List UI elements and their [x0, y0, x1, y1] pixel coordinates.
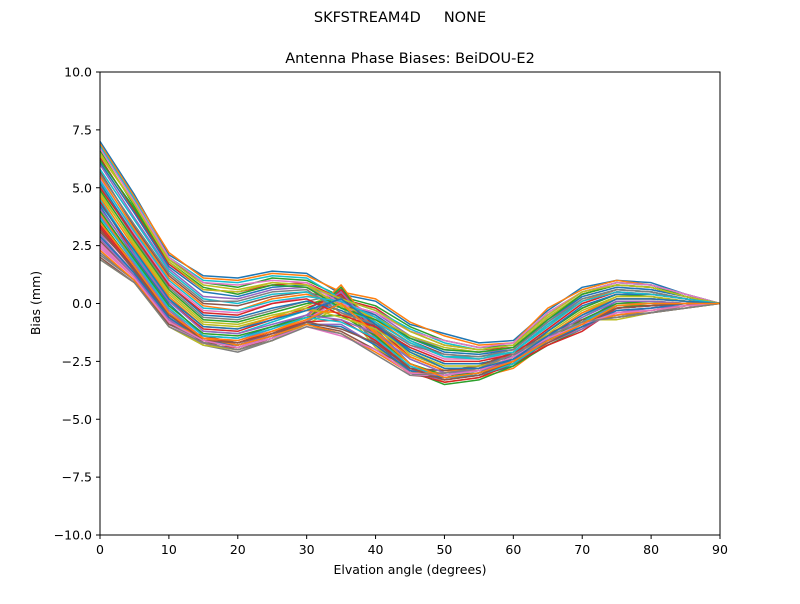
y-tick-label: 10.0 — [64, 65, 92, 80]
series-line-45 — [99, 208, 720, 374]
series-line-49 — [99, 152, 721, 351]
series-line-52 — [99, 222, 720, 379]
series-line-38 — [99, 173, 721, 358]
series-line-47 — [99, 245, 721, 377]
x-tick-label: 70 — [574, 542, 590, 557]
x-tick-label: 20 — [230, 542, 246, 557]
series-line-50 — [99, 180, 721, 360]
series-line-51 — [99, 203, 721, 370]
x-tick-label: 30 — [299, 542, 315, 557]
x-tick-label: 0 — [96, 542, 104, 557]
y-tick-label: 5.0 — [72, 180, 92, 195]
x-tick-label: 80 — [643, 542, 659, 557]
y-tick-label: −10.0 — [54, 528, 92, 543]
x-axis-label: Elvation angle (degrees) — [333, 562, 486, 577]
y-axis-label: Bias (mm) — [28, 271, 43, 335]
axes-layer: 0 10 20 30 40 50 60 70 80 90 −10.0 −7.5 −5.0 −2.5 0.0 2… — [54, 65, 728, 558]
x-tick-label: 50 — [436, 542, 452, 557]
figure-suptitle: SKFSTREAM4D NONE — [313, 10, 487, 26]
series-layer — [99, 141, 721, 386]
y-tick-label: −5.0 — [62, 412, 92, 427]
x-tick-label: 10 — [161, 542, 177, 557]
y-tick-label: −2.5 — [62, 354, 92, 369]
chart-title: Antenna Phase Biases: BeiDOU-E2 — [285, 51, 535, 67]
y-tick-label: 2.5 — [72, 238, 92, 253]
series-line-43 — [99, 159, 721, 353]
series-line-2 — [99, 143, 721, 346]
y-tick-label: −7.5 — [62, 470, 92, 485]
series-line-48 — [99, 258, 721, 377]
x-tick-label: 60 — [505, 542, 521, 557]
series-line-31 — [99, 182, 721, 365]
y-tick-label: 7.5 — [72, 122, 92, 137]
x-tick-label: 90 — [712, 542, 728, 557]
y-tick-label: 0.0 — [72, 296, 92, 311]
x-tick-label: 40 — [368, 542, 384, 557]
